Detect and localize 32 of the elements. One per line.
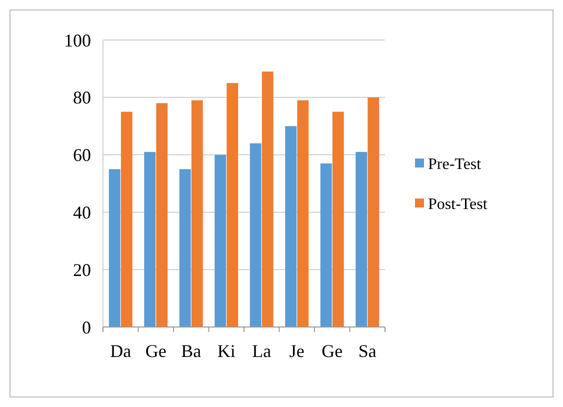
bar — [179, 169, 191, 327]
bar — [297, 100, 309, 327]
bar — [144, 152, 156, 327]
bar — [156, 103, 168, 327]
x-tick-label: Ge — [322, 341, 343, 361]
legend-label: Pre-Test — [428, 156, 482, 174]
x-tick-label: La — [252, 341, 272, 361]
x-tick-label: Ki — [217, 341, 236, 361]
bar — [120, 112, 132, 327]
x-tick-label: Ge — [145, 341, 166, 361]
bar — [262, 72, 274, 327]
bar — [356, 152, 368, 327]
y-tick-label: 80 — [73, 88, 91, 108]
y-tick-label: 0 — [82, 317, 91, 338]
y-tick-label: 60 — [73, 145, 91, 166]
x-tick-label: Ba — [181, 341, 202, 361]
y-tick-label: 40 — [73, 202, 91, 222]
legend-label: Post-Test — [428, 196, 488, 214]
x-tick-label: Da — [110, 341, 132, 361]
bar — [368, 97, 380, 327]
x-tick-label: Je — [289, 341, 304, 361]
bar — [214, 154, 226, 327]
x-tick-label: Sa — [358, 341, 376, 361]
y-tick-label: 100 — [64, 30, 91, 50]
y-tick-label: 20 — [73, 260, 91, 280]
bar — [191, 100, 203, 327]
bar — [332, 112, 344, 327]
bar — [285, 126, 297, 327]
bar — [226, 83, 238, 327]
bar — [108, 169, 120, 327]
bar — [250, 143, 262, 327]
bar — [320, 163, 332, 327]
